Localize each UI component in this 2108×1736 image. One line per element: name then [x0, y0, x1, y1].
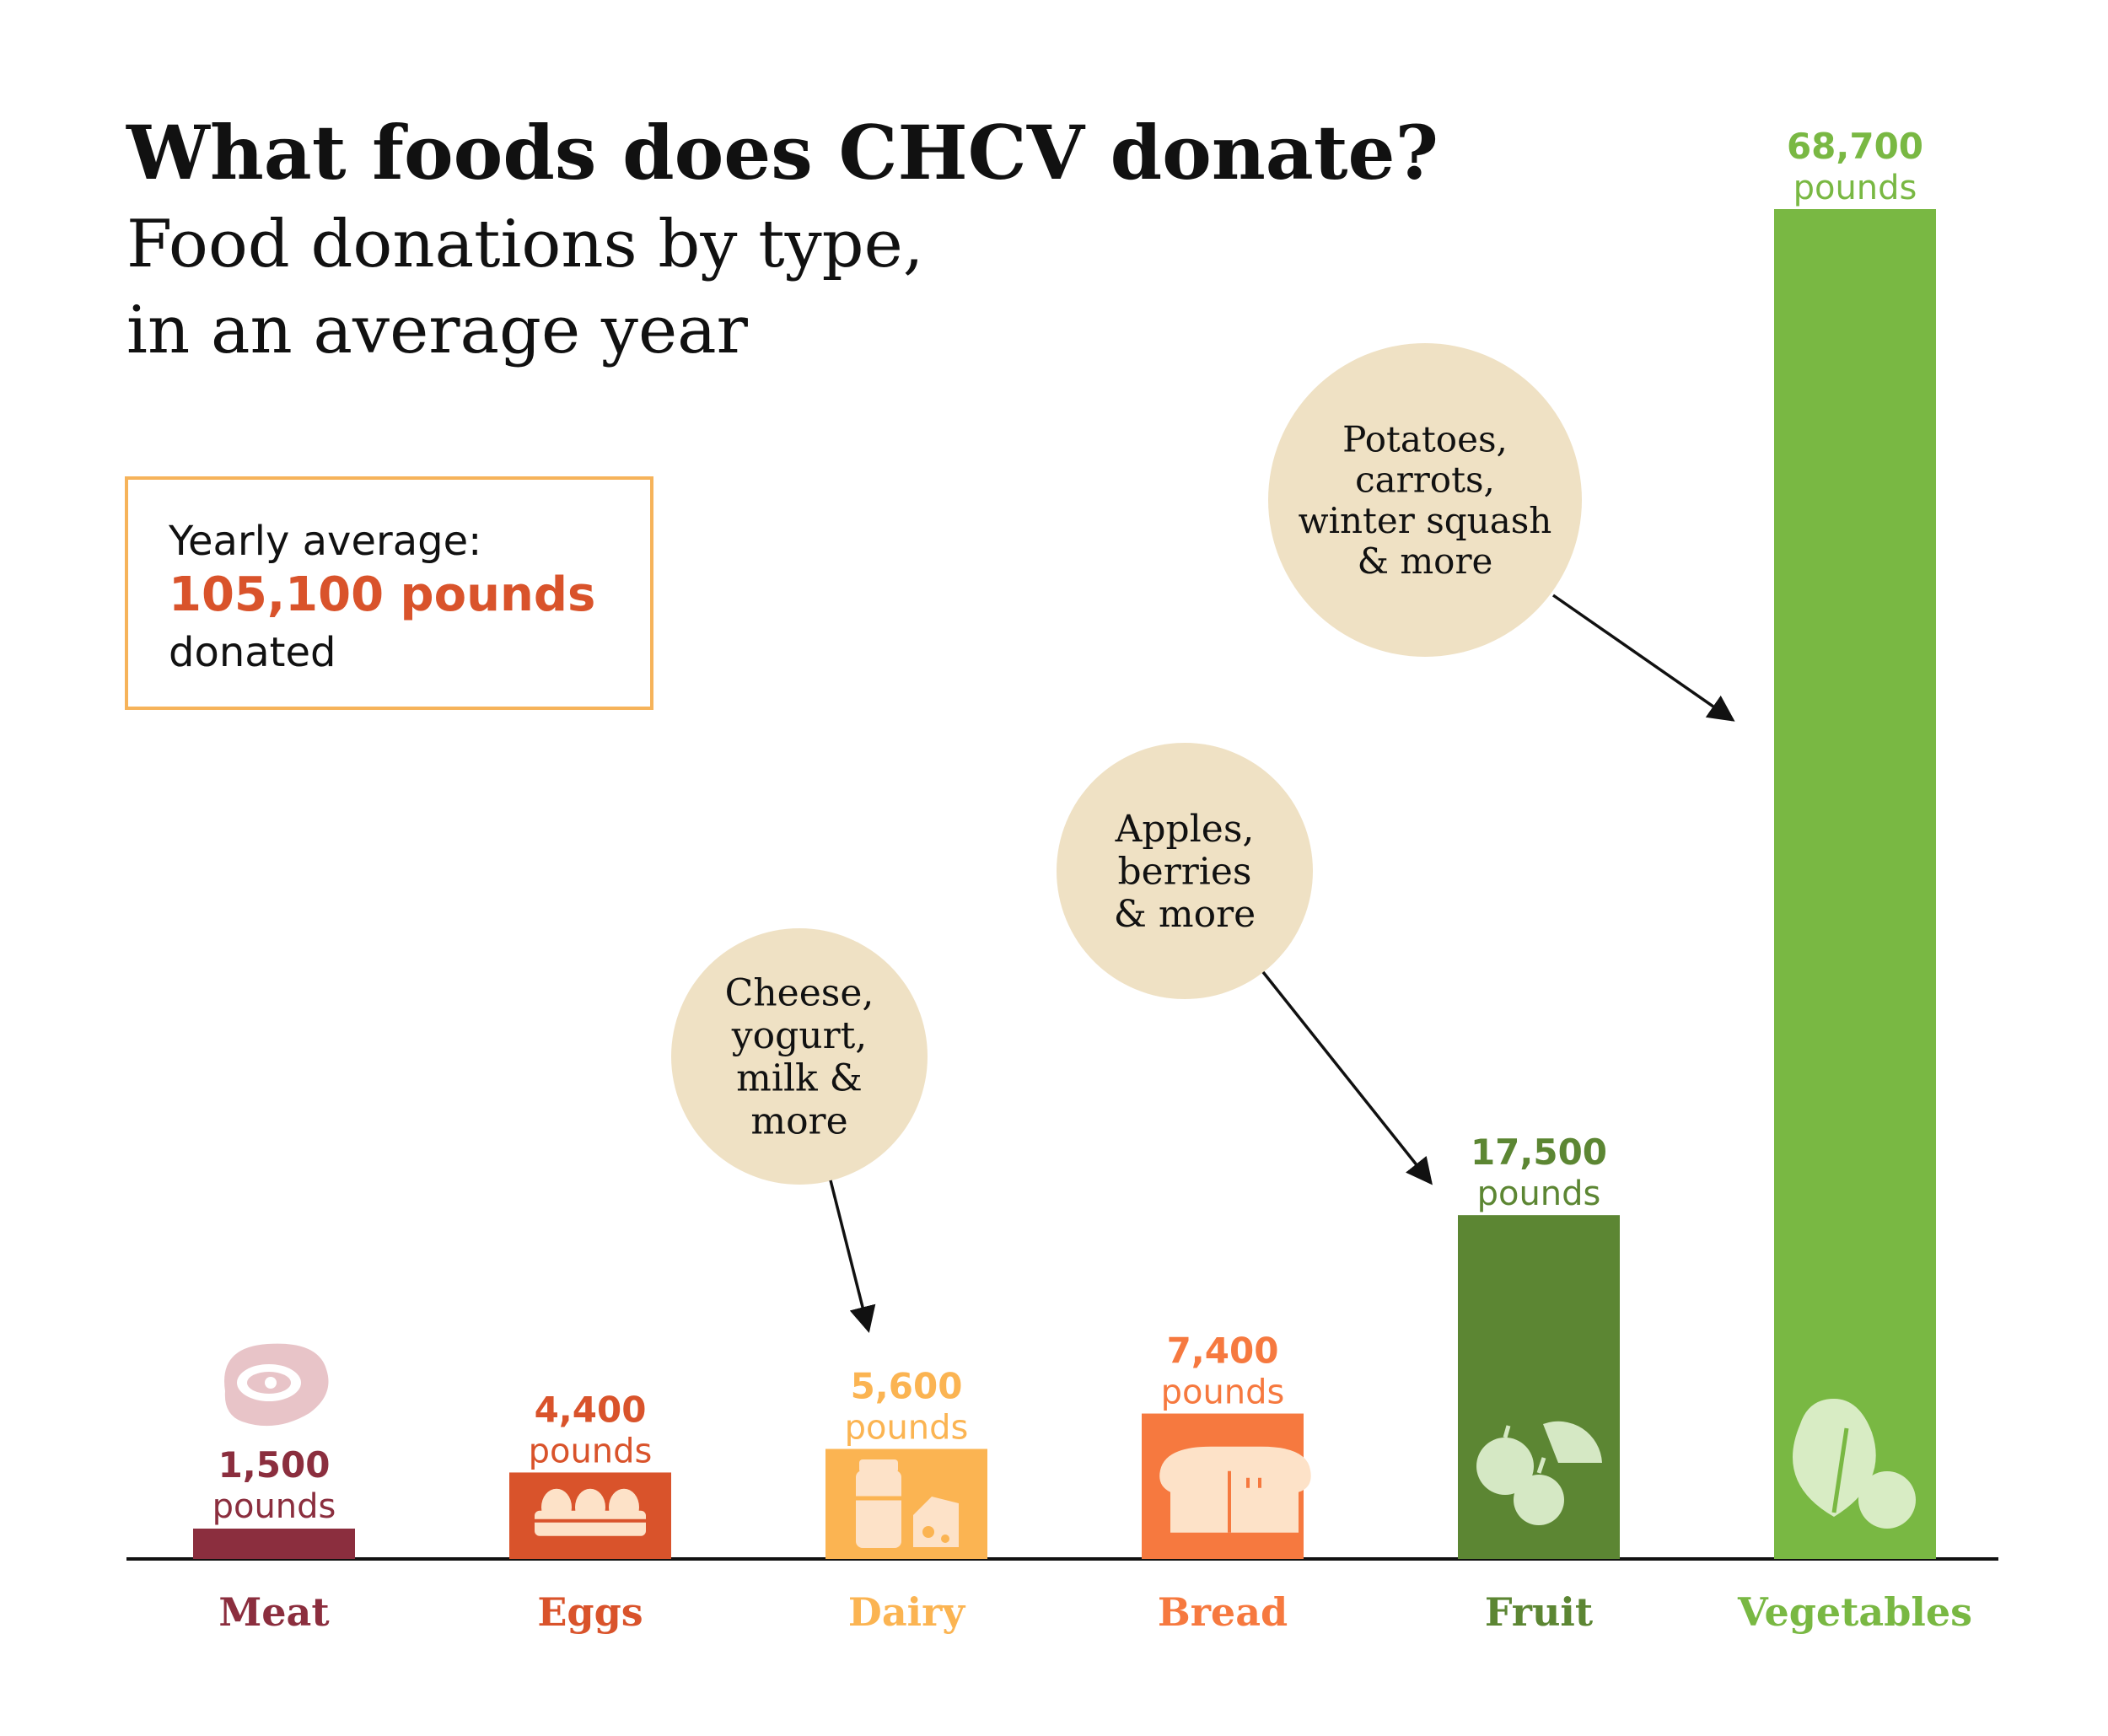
- annotation-text: yogurt,: [731, 1014, 868, 1057]
- vegetable-icon: [1793, 1399, 1916, 1529]
- summary-box: Yearly average: 105,100 pounds donated: [125, 476, 653, 710]
- bar-dairy: [825, 1448, 987, 1559]
- annotation-arrow: [1261, 970, 1433, 1185]
- bars-group: Meat1,500poundsEggs4,400poundsDairy5,600…: [193, 126, 1972, 1635]
- unit-label: pounds: [1477, 1174, 1601, 1213]
- category-label: Dairy: [848, 1589, 965, 1635]
- annotation-text: & more: [1114, 893, 1256, 936]
- bar-meat: [193, 1529, 355, 1559]
- annotation-arrow: [829, 1180, 876, 1334]
- annotation-text: berries: [1118, 850, 1252, 893]
- bread-icon: [1159, 1446, 1311, 1533]
- value-label: 5,600: [851, 1365, 963, 1406]
- fruit-icon: [1476, 1421, 1602, 1525]
- annotation-arrow: [1552, 594, 1735, 722]
- annotation-dairy: Cheese,yogurt,milk &more: [671, 928, 928, 1334]
- category-label: Eggs: [537, 1589, 643, 1635]
- chart-subtitle-line-2: in an average year: [126, 293, 749, 368]
- annotation-text: more: [750, 1099, 847, 1142]
- eggs-icon: [535, 1488, 646, 1536]
- annotation-text: winter squash: [1299, 500, 1552, 541]
- category-label: Bread: [1158, 1589, 1288, 1635]
- category-label: Meat: [218, 1589, 330, 1635]
- annotation-fruit: Apples,berries& more: [1057, 743, 1433, 1185]
- annotation-text: milk &: [736, 1057, 863, 1100]
- annotation-vegetables: Potatoes,carrots,winter squash& more: [1268, 343, 1735, 722]
- annotation-bubble: [1268, 343, 1582, 657]
- unit-label: pounds: [529, 1432, 653, 1470]
- summary-box-border: [125, 476, 653, 710]
- annotation-text: Apples,: [1115, 808, 1255, 851]
- steak-icon: [224, 1343, 329, 1427]
- annotation-text: Cheese,: [725, 972, 874, 1015]
- value-label: 17,500: [1471, 1131, 1607, 1173]
- category-label: Vegetables: [1737, 1589, 1972, 1635]
- unit-label: pounds: [845, 1408, 969, 1447]
- unit-label: pounds: [212, 1487, 336, 1526]
- value-label: 4,400: [535, 1389, 647, 1430]
- annotation-text: & more: [1358, 540, 1493, 582]
- annotation-bubble: [671, 928, 928, 1185]
- annotations-group: Cheese,yogurt,milk &moreApples,berries& …: [671, 343, 1735, 1334]
- chart-subtitle-line-1: Food donations by type,: [126, 207, 924, 282]
- unit-label: pounds: [1161, 1373, 1285, 1412]
- unit-label: pounds: [1793, 169, 1917, 207]
- milk-cheese-icon: [856, 1459, 959, 1548]
- annotation-text: carrots,: [1355, 460, 1495, 501]
- value-label: 7,400: [1167, 1330, 1279, 1372]
- value-label: 68,700: [1787, 126, 1923, 167]
- chart-title: What foods does CHCV donate?: [126, 109, 1438, 196]
- summary-label: Yearly average:: [168, 518, 481, 565]
- summary-suffix: donated: [169, 629, 336, 676]
- bar-vegetables: [1774, 209, 1936, 1559]
- value-label: 1,500: [218, 1444, 331, 1486]
- annotation-bubble: [1057, 743, 1313, 999]
- summary-value: 105,100 pounds: [169, 567, 595, 622]
- category-label: Fruit: [1485, 1589, 1594, 1635]
- annotation-text: Potatoes,: [1342, 418, 1508, 460]
